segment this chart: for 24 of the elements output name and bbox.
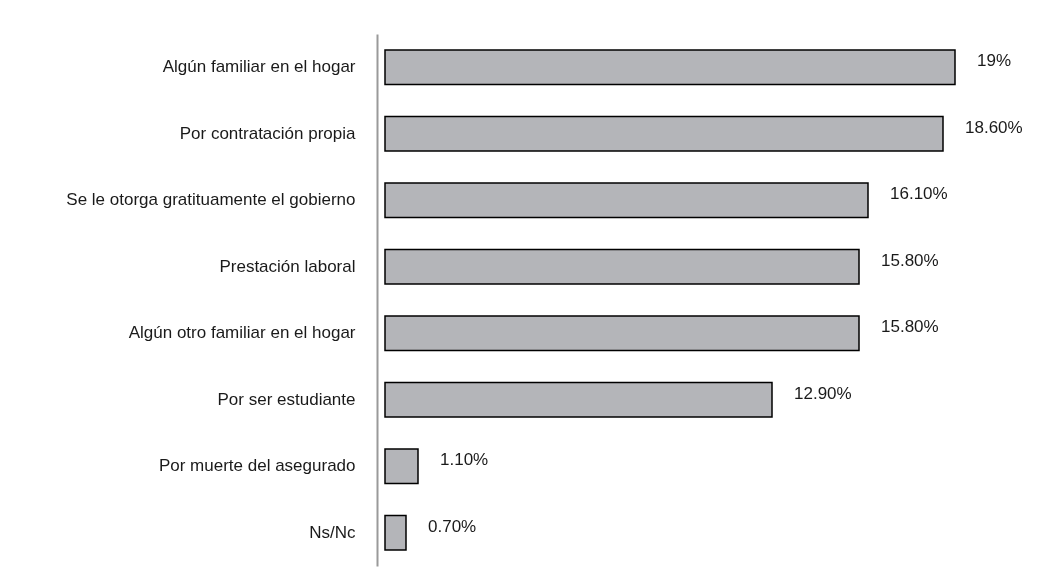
data-label: 0.70% [428, 516, 477, 536]
bar [384, 115, 944, 152]
y-tick-label: Por contratación propia [179, 123, 357, 143]
y-tick-label: Algún familiar en el hogar [162, 57, 356, 77]
bar [384, 315, 860, 352]
y-tick-label: Por ser estudiante [217, 389, 356, 409]
bar [384, 514, 407, 551]
bar [384, 381, 773, 418]
bar [384, 248, 860, 285]
y-tick-label: Ns/Nc [309, 522, 356, 542]
bar [384, 448, 419, 485]
data-label: 15.80% [881, 317, 939, 337]
y-tick-label: Por muerte del asegurado [158, 456, 356, 476]
y-tick-label: Algún otro familiar en el hogar [128, 323, 356, 343]
data-label: 19% [977, 51, 1012, 71]
bar [384, 182, 869, 219]
y-tick-label: Se le otorga gratituamente el gobierno [66, 190, 356, 210]
data-label: 18.60% [965, 117, 1023, 137]
y-tick-label: Prestación laboral [219, 256, 356, 276]
bar [384, 49, 956, 86]
data-label: 12.90% [794, 383, 852, 403]
data-label: 1.10% [440, 450, 489, 470]
data-label: 15.80% [881, 250, 939, 270]
data-label: 16.10% [890, 184, 948, 204]
